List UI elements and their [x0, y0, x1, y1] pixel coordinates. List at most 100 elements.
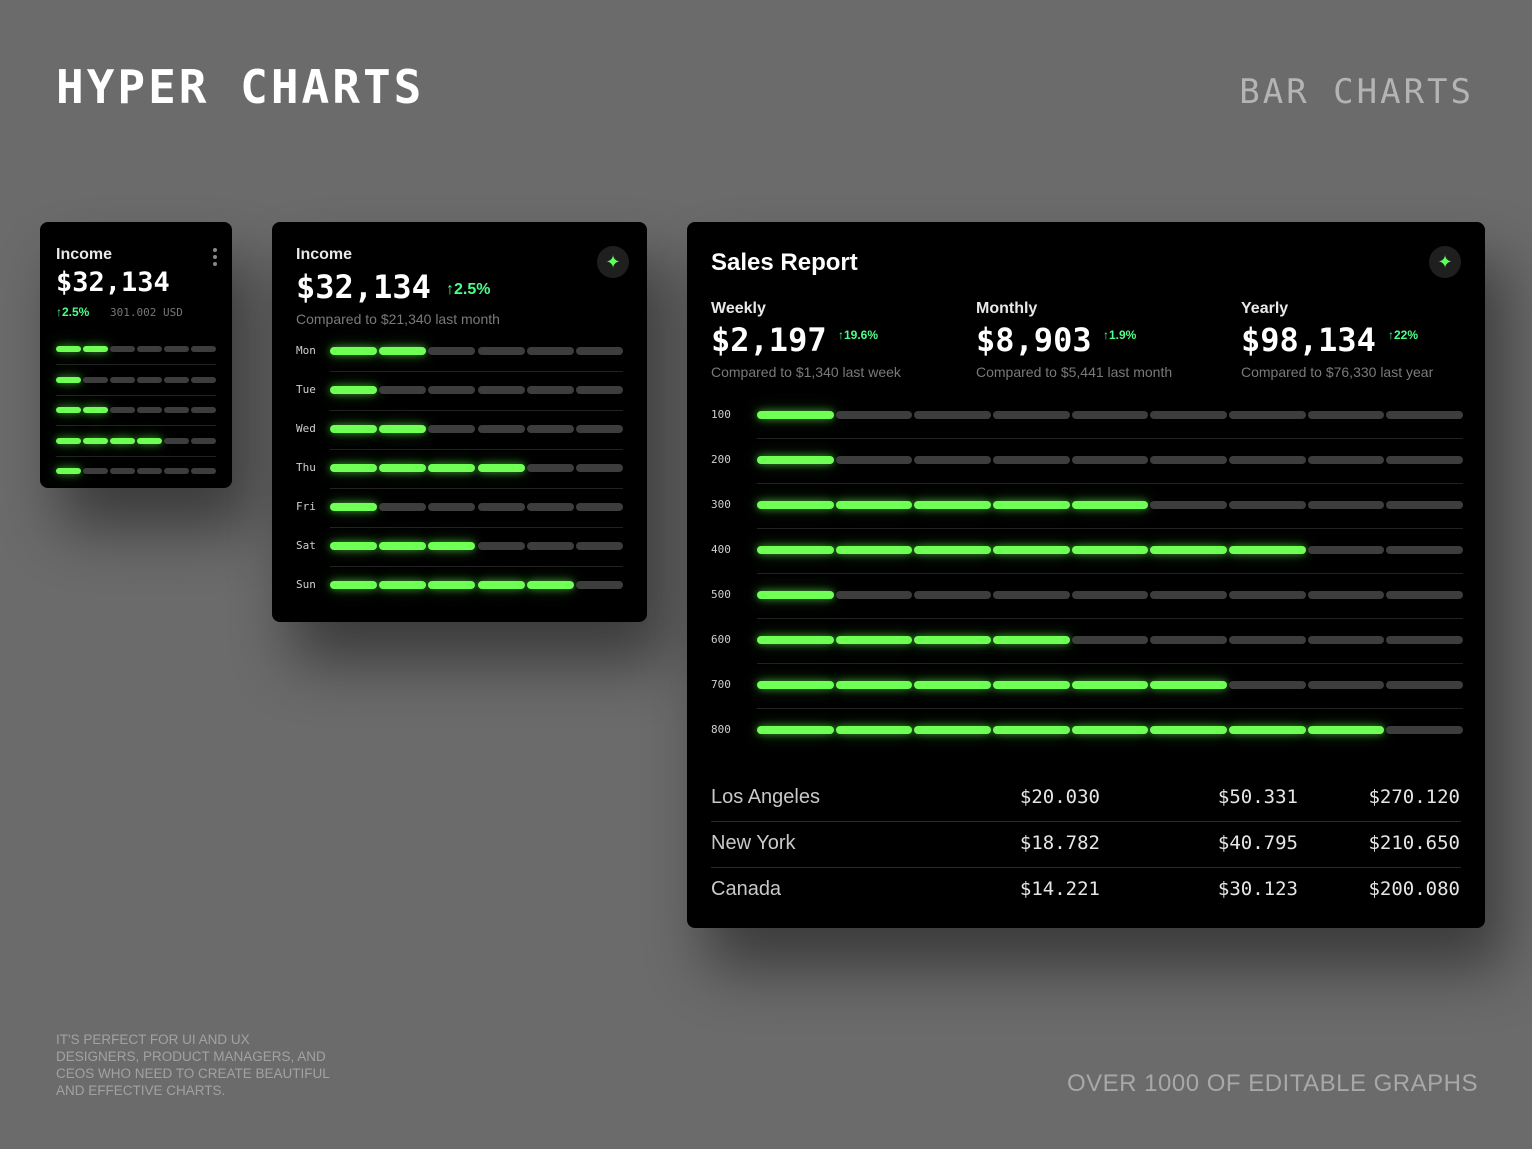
city-name: Canada	[711, 878, 782, 900]
bar-segment-active	[56, 407, 81, 413]
row-divider	[330, 448, 623, 450]
bar-segment-inactive	[1229, 681, 1306, 689]
bar-segment-inactive	[835, 411, 913, 419]
bar-segment-inactive	[1229, 591, 1306, 599]
table-row: Canada $14.221 $30.123 $200.080	[711, 868, 1461, 914]
city-value-1: $14.221	[1019, 878, 1100, 900]
stat-comparison: Compared to $5,441 last month	[976, 364, 1173, 380]
bar-segment-inactive	[137, 468, 162, 474]
bar-segment-inactive	[477, 542, 525, 550]
bar-segment-inactive	[1071, 411, 1149, 419]
bar-segment-active	[993, 726, 1070, 734]
bar-segment-inactive	[191, 346, 216, 352]
bar-segment-inactive	[428, 347, 476, 355]
row-divider	[757, 662, 1463, 664]
bar-segment-inactive	[428, 386, 476, 394]
bar-segment-inactive	[1386, 636, 1463, 644]
bar-segment-inactive	[526, 425, 574, 433]
bar-segment-inactive	[164, 437, 189, 444]
bar-segment-inactive	[191, 437, 216, 444]
bar-segment-inactive	[1229, 411, 1306, 419]
bar-segment-active	[56, 437, 81, 444]
bar-segment-inactive	[379, 503, 427, 511]
bar-segment-inactive	[1229, 636, 1306, 644]
bar-segment-active	[914, 546, 991, 554]
bar-segment-inactive	[1307, 546, 1385, 554]
bar-segment-inactive	[575, 464, 623, 472]
row-label: 800	[711, 722, 731, 736]
bar-segment-active	[835, 636, 913, 644]
income-change: ↑2.5%	[56, 305, 90, 319]
table-row: Los Angeles $20.030 $50.331 $270.120	[711, 776, 1461, 822]
bar-segment-active	[56, 346, 81, 352]
bar-segment-inactive	[575, 386, 623, 394]
row-divider	[757, 617, 1463, 619]
income-label: Income	[296, 246, 353, 263]
brand-title: HYPER CHARTS	[56, 60, 425, 114]
bar-segment-inactive	[164, 376, 189, 383]
bar-segment-inactive	[526, 464, 574, 472]
row-divider	[56, 394, 216, 396]
bar-segment-inactive	[477, 503, 525, 511]
bar-segment-inactive	[1386, 546, 1463, 554]
row-divider	[56, 425, 216, 427]
sparkle-icon[interactable]: ✦	[1429, 246, 1461, 278]
bar-segment-active	[110, 437, 135, 444]
bar-segment-inactive	[1071, 456, 1149, 464]
bar-segment-active	[1307, 726, 1385, 734]
sparkle-icon[interactable]: ✦	[597, 246, 629, 278]
bar-segment-active	[56, 376, 81, 383]
bar-segment-inactive	[575, 581, 623, 589]
bar-segment-inactive	[137, 376, 162, 383]
row-divider	[56, 364, 216, 366]
row-label: 300	[711, 497, 731, 511]
bar-segment-inactive	[1071, 591, 1149, 599]
bar-segment-inactive	[1150, 456, 1227, 464]
stat-change: ↑1.9%	[1103, 328, 1137, 342]
bar-segment-active	[330, 347, 378, 355]
income-label: Income	[56, 246, 113, 263]
section-title: BAR CHARTS	[1239, 72, 1474, 112]
row-divider	[757, 707, 1463, 709]
more-vertical-icon[interactable]	[212, 248, 218, 266]
income-value: $32,134	[56, 267, 170, 298]
bar-segment-active	[757, 591, 834, 599]
bar-segment-inactive	[110, 376, 135, 383]
bar-segment-inactive	[110, 407, 135, 413]
bar-segment-inactive	[526, 347, 574, 355]
bar-segment-inactive	[526, 542, 574, 550]
bar-segment-active	[428, 464, 476, 472]
bar-segment-active	[330, 542, 378, 550]
bar-segment-active	[757, 411, 834, 419]
stat-change: ↑19.6%	[838, 328, 879, 342]
bar-segment-active	[757, 501, 834, 509]
bar-segment-inactive	[1150, 591, 1227, 599]
row-label: Tue	[296, 382, 316, 396]
bar-segment-inactive	[428, 425, 476, 433]
row-divider	[757, 572, 1463, 574]
bar-segment-active	[835, 546, 913, 554]
bar-segment-active	[993, 636, 1070, 644]
row-label: 700	[711, 677, 731, 691]
row-label: Sun	[296, 577, 316, 591]
bar-segment-inactive	[191, 468, 216, 474]
bar-segment-active	[1229, 726, 1306, 734]
bar-segment-active	[757, 456, 834, 464]
city-value-1: $18.782	[1019, 832, 1100, 854]
bar-segment-inactive	[993, 411, 1070, 419]
bar-segment-active	[1071, 546, 1149, 554]
bar-segment-active	[330, 464, 378, 472]
stat-value: $98,134	[1241, 321, 1376, 359]
row-label: Thu	[296, 460, 316, 474]
bar-segment-inactive	[191, 407, 216, 413]
bar-segment-inactive	[575, 503, 623, 511]
bar-segment-active	[993, 546, 1070, 554]
bar-segment-active	[526, 581, 574, 589]
bar-segment-inactive	[1229, 456, 1306, 464]
bar-segment-active	[83, 437, 108, 444]
city-value-3: $200.080	[1368, 878, 1460, 900]
bar-segment-inactive	[379, 386, 427, 394]
bar-segment-active	[1150, 546, 1227, 554]
bar-segment-inactive	[1307, 591, 1385, 599]
row-divider	[757, 482, 1463, 484]
